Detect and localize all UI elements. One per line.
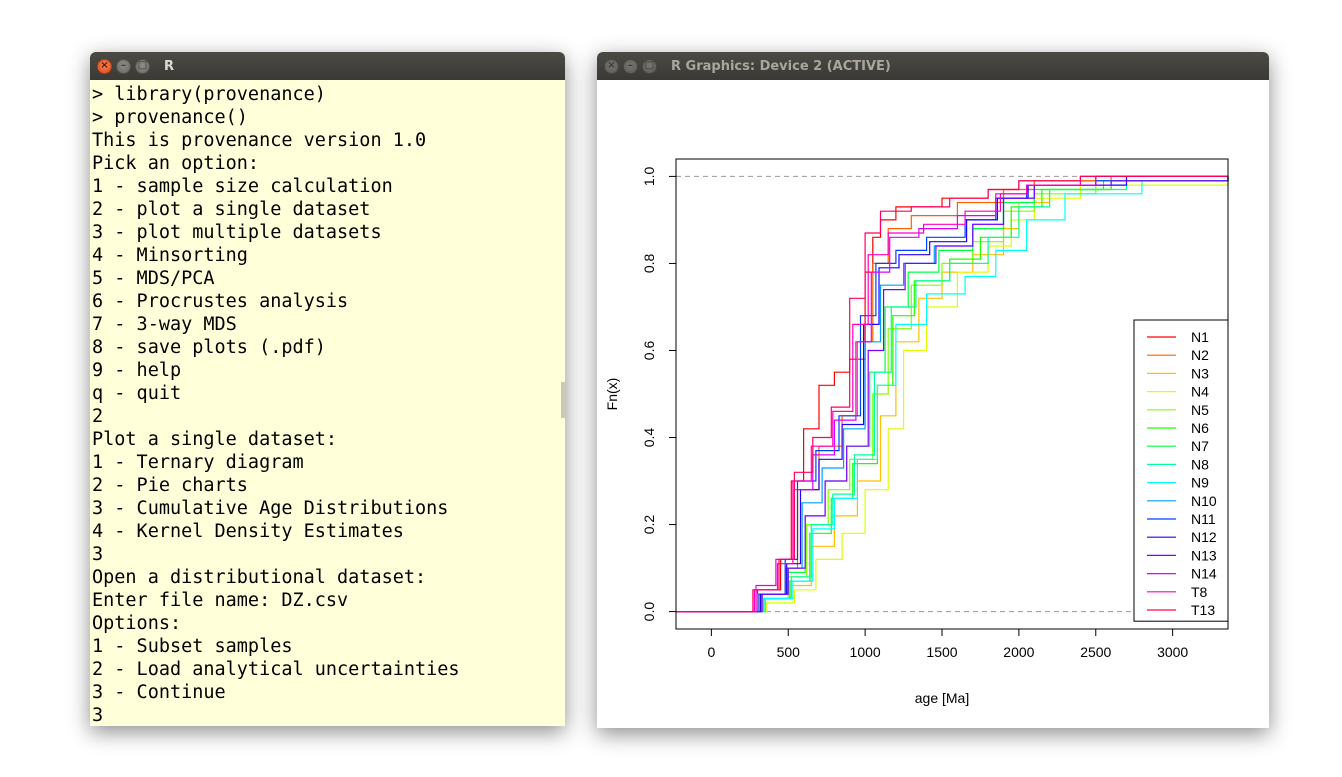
console-line: 3 - Cumulative Age Distributions xyxy=(92,498,449,519)
console-titlebar[interactable]: × – □ R xyxy=(90,52,565,80)
series-line-n11 xyxy=(676,176,1229,613)
console-line: 2 - plot a single dataset xyxy=(92,199,371,220)
minimize-button[interactable]: – xyxy=(116,58,131,74)
close-icon: × xyxy=(100,60,109,71)
legend: N1 N2 N3 N4 N5 N6 N7 N8 N9 N10 N11 N12 N13 N14 T8 T13 xyxy=(1133,319,1229,622)
minimize-icon: – xyxy=(628,60,633,71)
y-tick-label: 0.2 xyxy=(641,515,657,535)
x-tick-label: 1500 xyxy=(926,644,957,660)
legend-label: N5 xyxy=(1191,402,1209,418)
legend-label: N9 xyxy=(1191,475,1209,491)
graphics-window-title: R Graphics: Device 2 (ACTIVE) xyxy=(671,58,891,74)
console-line: Open a distributional dataset: xyxy=(92,567,427,588)
ecdf-plot: 0 500 1000 1500 2000 2500 3000 0.0 0.2 0.4 0.6 0.8 1… xyxy=(604,158,1229,706)
console-scroll-handle[interactable] xyxy=(561,382,565,418)
console-line: 3 xyxy=(92,544,104,565)
console-line: 5 - MDS/PCA xyxy=(92,268,215,289)
x-tick-label: 2000 xyxy=(1003,644,1034,660)
legend-label: N7 xyxy=(1191,438,1209,454)
legend-label: N2 xyxy=(1191,347,1209,363)
console-line: 9 - help xyxy=(92,360,182,381)
series-line-t13 xyxy=(676,175,1228,613)
console-line: > library(provenance) xyxy=(92,84,326,105)
legend-label: N14 xyxy=(1191,566,1217,582)
console-line: Enter file name: DZ.csv xyxy=(92,590,349,611)
console-line: q - quit xyxy=(92,383,182,404)
legend-box xyxy=(1133,319,1229,622)
legend-label: N1 xyxy=(1191,329,1209,345)
graphics-maximize-button[interactable]: □ xyxy=(642,58,657,74)
y-tick-label: 0.6 xyxy=(641,341,657,361)
graphics-titlebar[interactable]: × – □ R Graphics: Device 2 (ACTIVE) xyxy=(597,52,1269,80)
console-line: > provenance() xyxy=(92,107,248,128)
x-tick-label: 1000 xyxy=(850,644,881,660)
y-tick-label: 0.8 xyxy=(641,254,657,274)
series-line-n6 xyxy=(676,176,1229,613)
x-axis-label: age [Ma] xyxy=(915,690,969,706)
console-line: 4 - Minsorting xyxy=(92,245,248,266)
minimize-icon: – xyxy=(121,60,126,71)
x-tick-label: 0 xyxy=(707,644,715,660)
maximize-icon: □ xyxy=(644,60,655,71)
console-line: 1 - Subset samples xyxy=(92,636,293,657)
legend-label: N4 xyxy=(1191,384,1209,400)
x-tick-label: 3000 xyxy=(1157,644,1188,660)
console-line: Pick an option: xyxy=(92,153,260,174)
series-line-n8 xyxy=(676,176,1229,613)
legend-label: N12 xyxy=(1191,529,1217,545)
r-console-window[interactable]: × – □ R > library(provenance) > provenanc… xyxy=(90,52,565,726)
legend-label: N6 xyxy=(1191,420,1209,436)
maximize-icon: □ xyxy=(137,60,148,71)
y-tick-label: 1.0 xyxy=(641,166,657,186)
maximize-button[interactable]: □ xyxy=(135,58,150,74)
graphics-minimize-button[interactable]: – xyxy=(623,58,638,74)
series-line-n9 xyxy=(676,180,1228,613)
legend-label: N13 xyxy=(1191,547,1217,563)
console-line: 6 - Procrustes analysis xyxy=(92,291,349,312)
r-graphics-window[interactable]: × – □ R Graphics: Device 2 (ACTIVE) 0 500… xyxy=(597,52,1269,728)
console-line: 7 - 3-way MDS xyxy=(92,314,237,335)
legend-label: N8 xyxy=(1191,456,1209,472)
x-tick-label: 2500 xyxy=(1080,644,1111,660)
legend-label: T8 xyxy=(1191,584,1208,600)
series-line-t8 xyxy=(676,175,1228,613)
y-tick-label: 0.4 xyxy=(641,428,657,448)
series-line-n4 xyxy=(676,180,1229,613)
console-line: 2 xyxy=(92,406,104,427)
y-axis-label: Fn(x) xyxy=(604,378,620,411)
console-line: 3 - plot multiple datasets xyxy=(92,222,382,243)
console-line: This is provenance version 1.0 xyxy=(92,130,427,151)
console-line: 1 - Ternary diagram xyxy=(92,452,304,473)
console-line: 8 - save plots (.pdf) xyxy=(92,337,326,358)
console-line: 1 - sample size calculation xyxy=(92,176,393,197)
legend-label: T13 xyxy=(1191,602,1215,618)
console-line: Plot a single dataset: xyxy=(92,429,338,450)
legend-label: N11 xyxy=(1191,511,1216,527)
legend-label: N3 xyxy=(1191,365,1209,381)
graphics-close-button[interactable]: × xyxy=(604,58,619,74)
console-line: 2 - Pie charts xyxy=(92,475,248,496)
series-line-n13 xyxy=(676,176,1229,613)
console-line: Options: xyxy=(92,613,182,634)
legend-label: N10 xyxy=(1191,493,1217,509)
console-line: 4 - Kernel Density Estimates xyxy=(92,521,404,542)
console-line: 3 - Continue xyxy=(92,682,226,703)
console-line: 2 - Load analytical uncertainties xyxy=(92,659,460,680)
console-output[interactable]: > library(provenance) > provenance() This … xyxy=(90,80,565,726)
y-tick-label: 0.0 xyxy=(641,602,657,622)
close-button[interactable]: × xyxy=(97,58,112,74)
close-icon: × xyxy=(607,60,616,71)
series-line-n3 xyxy=(676,176,1229,613)
console-window-title: R xyxy=(164,58,175,74)
x-tick-label: 500 xyxy=(777,644,801,660)
console-line: 3 xyxy=(92,705,104,726)
